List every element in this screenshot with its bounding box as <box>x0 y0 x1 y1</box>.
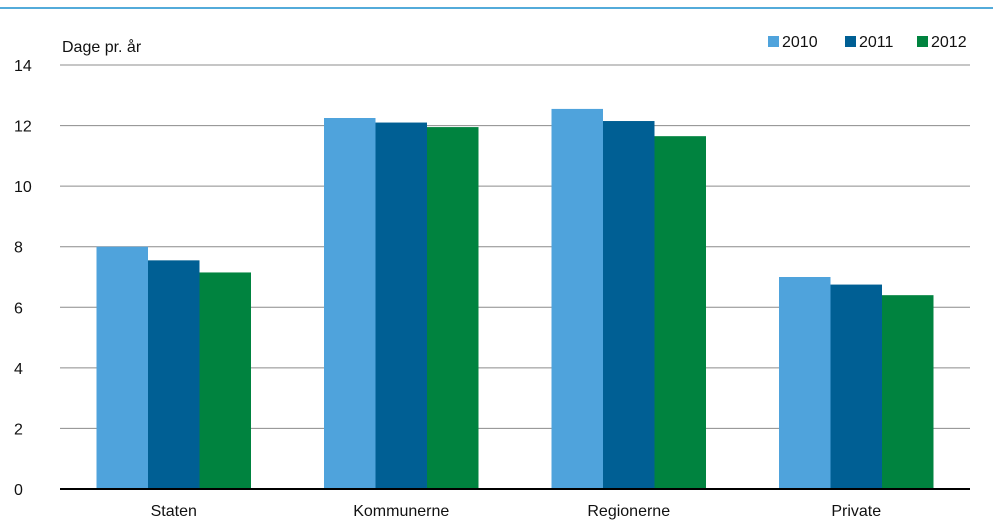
y-tick-label: 8 <box>14 240 23 257</box>
bar-staten-2011 <box>148 260 200 489</box>
x-category-label: Private <box>831 503 881 520</box>
legend-label-2012: 2012 <box>931 34 967 51</box>
y-axis-label: Dage pr. år <box>62 38 142 56</box>
y-tick-label: 4 <box>14 361 23 378</box>
x-category-label: Regionerne <box>587 503 670 520</box>
bars <box>96 108 934 490</box>
x-category-label: Staten <box>151 503 197 520</box>
y-tick-label: 2 <box>14 421 23 438</box>
y-tick-label: 6 <box>14 300 23 317</box>
bar-regionerne-2012 <box>654 136 706 489</box>
bar-staten-2012 <box>199 272 251 489</box>
legend-label-2010: 2010 <box>782 34 818 51</box>
bar-kommunerne-2011 <box>375 122 427 490</box>
x-category-label: Kommunerne <box>353 503 449 520</box>
x-axis-labels: Staten Kommunerne Regionerne Private <box>151 503 882 520</box>
bar-private-2010 <box>779 277 831 489</box>
y-tick-label: 14 <box>14 58 32 75</box>
legend-label-2011: 2011 <box>859 34 894 51</box>
legend: 2010 2011 2012 <box>768 34 967 51</box>
bar-staten-2010 <box>96 246 148 489</box>
bar-regionerne-2010 <box>551 108 603 490</box>
legend-swatch-2011 <box>845 36 856 47</box>
y-tick-label: 0 <box>14 482 23 499</box>
y-tick-label: 12 <box>14 119 32 136</box>
bar-kommunerne-2012 <box>427 127 479 489</box>
bar-private-2012 <box>882 295 934 489</box>
legend-swatch-2012 <box>917 36 928 47</box>
y-axis-ticks: 0 2 4 6 8 10 12 14 <box>14 58 32 499</box>
bar-private-2011 <box>830 284 882 489</box>
y-tick-label: 10 <box>14 179 32 196</box>
bar-regionerne-2011 <box>603 121 655 490</box>
bar-kommunerne-2010 <box>324 118 376 489</box>
legend-swatch-2010 <box>768 36 779 47</box>
